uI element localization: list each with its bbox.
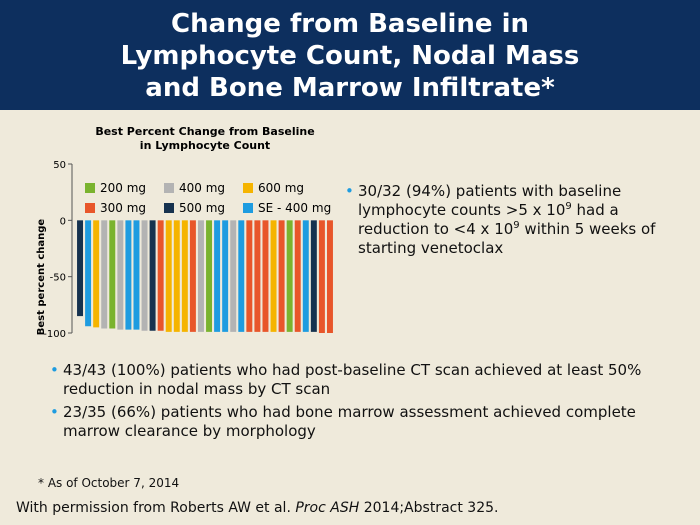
title-line: and Bone Marrow Infiltrate*: [145, 73, 555, 103]
legend-label: 200 mg: [100, 181, 146, 195]
text: 23/35 (66%) patients who had bone marrow…: [63, 403, 636, 440]
bar: [326, 220, 333, 333]
text: 30/32 (94%) patients with baseline lymph…: [358, 182, 622, 219]
y-tick-label: -50: [50, 273, 66, 284]
bar: [254, 220, 261, 332]
y-tick-label: -100: [43, 329, 66, 340]
bar: [310, 220, 317, 332]
bullet-dot: •: [345, 182, 354, 200]
citation: With permission from Roberts AW et al. P…: [16, 500, 498, 516]
slide-header: Change from Baseline in Lymphocyte Count…: [0, 0, 700, 110]
bar: [77, 220, 84, 317]
text: 43/43 (100%) patients who had post-basel…: [63, 361, 642, 398]
bullet-dot: •: [50, 361, 59, 379]
bar: [149, 220, 156, 331]
bar: [206, 220, 213, 332]
bar: [270, 220, 277, 332]
legend-label: 600 mg: [258, 181, 304, 195]
bar: [189, 220, 196, 332]
bar: [262, 220, 269, 332]
bar: [286, 220, 293, 332]
bar: [294, 220, 301, 332]
bar: [101, 220, 108, 329]
text: within 5 weeks of starting venetoclax: [358, 220, 656, 257]
bar: [302, 220, 309, 332]
text: 2014;Abstract 325.: [359, 500, 499, 516]
bullet: • 43/43 (100%) patients who had post-base…: [50, 361, 663, 399]
y-tick-label: 50: [53, 160, 66, 171]
bar: [278, 220, 285, 332]
legend-label: 300 mg: [100, 201, 146, 215]
bullet: • 23/35 (66%) patients who had bone marro…: [50, 403, 663, 441]
text: had a reduction to <4 x 10: [358, 201, 619, 238]
bar: [318, 220, 325, 333]
bar: [197, 220, 204, 332]
bar: [165, 220, 172, 332]
legend-swatch: [164, 183, 174, 193]
legend-swatch: [243, 183, 253, 193]
bar: [214, 220, 221, 332]
bar: [117, 220, 124, 330]
superscript: 9: [513, 220, 520, 231]
bar: [157, 220, 164, 331]
superscript: 9: [565, 201, 572, 212]
bar: [173, 220, 180, 332]
bar: [133, 220, 140, 330]
bar: [222, 220, 229, 332]
bar: [238, 220, 245, 332]
title-line: Change from Baseline in: [171, 9, 529, 39]
title-line: Lymphocyte Count, Nodal Mass: [120, 41, 580, 71]
chart: Best Percent Change from Baseline in Lym…: [36, 125, 333, 340]
legend-swatch: [243, 203, 253, 213]
footnote: * As of October 7, 2014: [38, 476, 180, 490]
bar: [246, 220, 253, 332]
legend-swatch: [164, 203, 174, 213]
chart-title: Best Percent Change from Baseline: [95, 125, 314, 138]
bullet-dot: •: [50, 403, 59, 421]
bar: [109, 220, 116, 329]
text: With permission from Roberts AW et al.: [16, 500, 296, 516]
journal: Proc ASH: [295, 500, 360, 516]
chart-title: in Lymphocyte Count: [140, 139, 270, 152]
y-axis-label: Best percent change: [36, 219, 47, 336]
bar: [230, 220, 237, 332]
legend-swatch: [85, 183, 95, 193]
legend-label: 400 mg: [179, 181, 225, 195]
legend-label: 500 mg: [179, 201, 225, 215]
bar: [85, 220, 92, 327]
bar: [125, 220, 132, 330]
side-bullet: • 30/32 (94%) patients with baseline lymp…: [345, 182, 688, 258]
bar: [93, 220, 100, 328]
legend-swatch: [85, 203, 95, 213]
bar: [141, 220, 148, 331]
y-tick-label: 0: [60, 216, 66, 227]
legend-label: SE - 400 mg: [258, 201, 331, 215]
bar: [181, 220, 188, 332]
